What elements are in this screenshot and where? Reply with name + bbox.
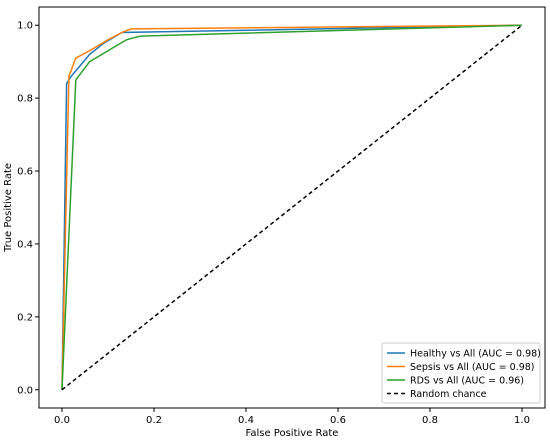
y-tick-label: 0.8: [17, 94, 33, 105]
y-axis-ticks: 0.0 0.2 0.4 0.6 0.8 1.0: [17, 21, 39, 396]
legend-label: RDS vs All (AUC = 0.96): [410, 376, 524, 387]
legend-box: [381, 342, 541, 404]
y-tick-label: 0.6: [17, 167, 33, 178]
y-tick-label: 0.4: [17, 239, 33, 250]
y-tick-label: 0.0: [17, 385, 33, 396]
x-tick-label: 0.4: [238, 415, 254, 426]
series-line-3: [61, 24, 523, 391]
x-tick-label: 0.6: [330, 415, 346, 426]
x-tick-label: 0.2: [146, 415, 162, 426]
legend: Healthy vs All (AUC = 0.98) Sepsis vs All…: [381, 342, 541, 404]
y-tick-label: 1.0: [17, 21, 33, 32]
x-axis-label: False Positive Rate: [246, 428, 339, 439]
series-layer: [61, 24, 523, 391]
x-axis-ticks: 0.0 0.2 0.4 0.6 0.8 1.0: [54, 408, 530, 426]
series-line-1: [61, 24, 523, 390]
x-tick-label: 0.8: [422, 415, 438, 426]
y-axis-label: True Positive Rate: [3, 163, 14, 253]
series-line-2: [61, 24, 523, 390]
legend-label: Healthy vs All (AUC = 0.98): [410, 349, 541, 360]
x-tick-label: 0.0: [54, 415, 70, 426]
legend-label: Sepsis vs All (AUC = 0.98): [410, 362, 535, 373]
y-tick-label: 0.2: [17, 312, 33, 323]
x-tick-label: 1.0: [514, 415, 530, 426]
plot-area: [38, 6, 546, 409]
legend-label: Random chance: [410, 389, 487, 400]
